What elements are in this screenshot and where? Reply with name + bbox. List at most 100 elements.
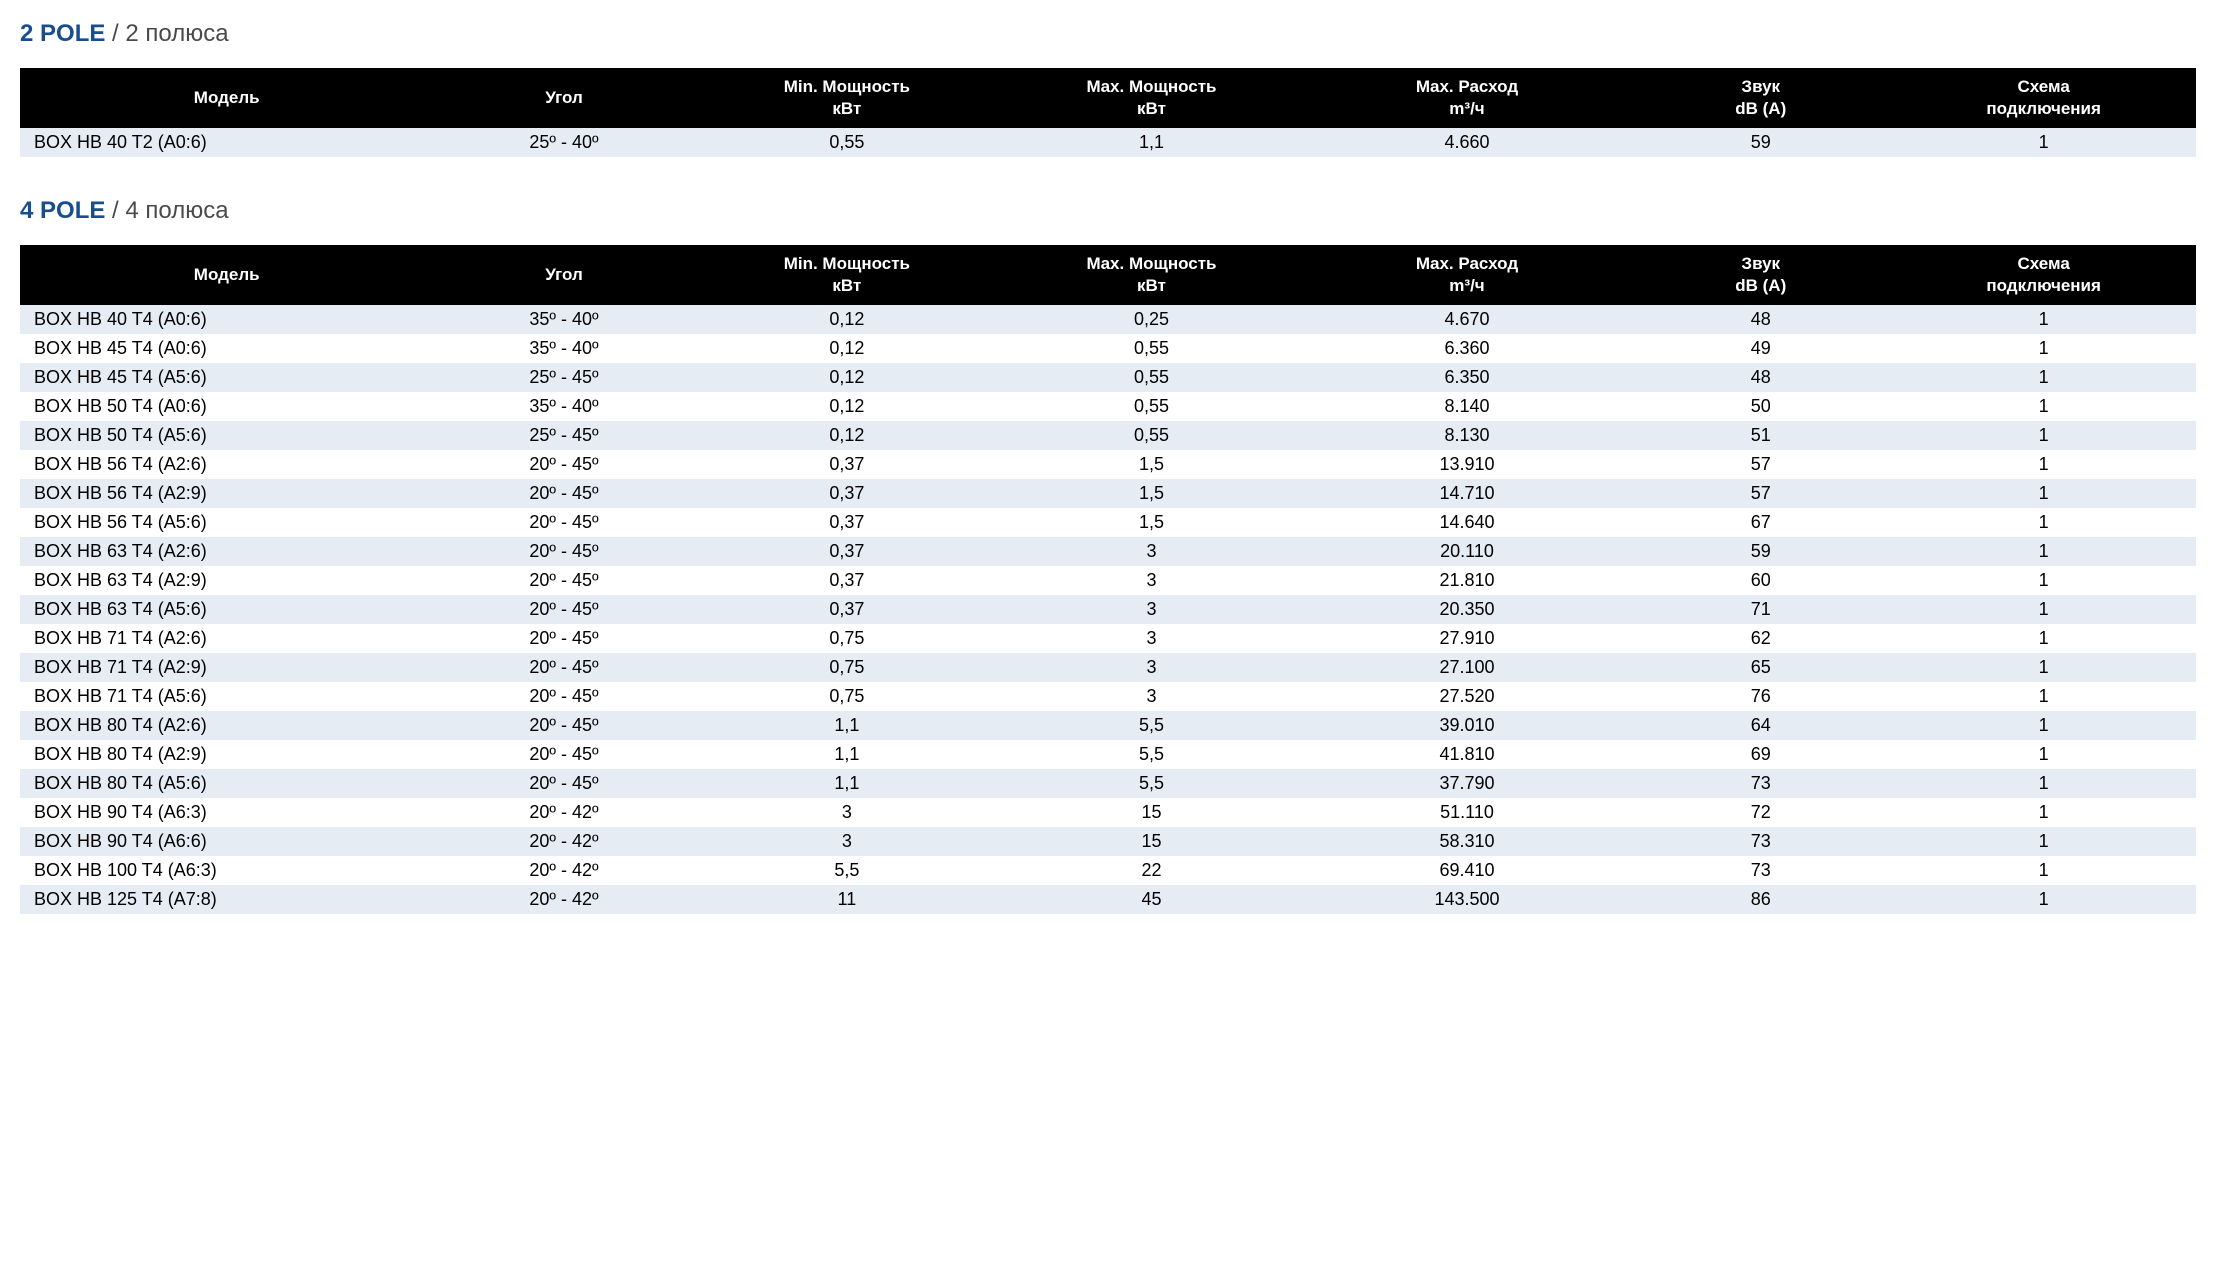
col-header-line2: кВт: [1005, 275, 1298, 297]
cell-scheme: 1: [1891, 769, 2196, 798]
cell-model: BOX HB 80 T4 (A2:6): [20, 711, 433, 740]
cell-model: BOX HB 45 T4 (A5:6): [20, 363, 433, 392]
table-row: BOX HB 71 T4 (A2:9)20º - 45º0,75327.1006…: [20, 653, 2196, 682]
col-header-maxp: Max. МощностькВт: [999, 245, 1304, 305]
cell-minp: 1,1: [695, 740, 1000, 769]
cell-sound: 59: [1630, 128, 1891, 157]
cell-flow: 20.110: [1304, 537, 1630, 566]
cell-scheme: 1: [1891, 856, 2196, 885]
cell-angle: 35º - 40º: [433, 305, 694, 334]
cell-model: BOX HB 80 T4 (A2:9): [20, 740, 433, 769]
cell-angle: 20º - 45º: [433, 566, 694, 595]
col-header-line2: m³/ч: [1310, 98, 1624, 120]
cell-maxp: 3: [999, 566, 1304, 595]
table-row: BOX HB 50 T4 (A0:6)35º - 40º0,120,558.14…: [20, 392, 2196, 421]
cell-minp: 0,75: [695, 682, 1000, 711]
cell-model: BOX HB 45 T4 (A0:6): [20, 334, 433, 363]
cell-minp: 0,12: [695, 392, 1000, 421]
col-header-line2: кВт: [1005, 98, 1298, 120]
cell-flow: 51.110: [1304, 798, 1630, 827]
data-table: МодельУголMin. МощностькВтMax. Мощностьк…: [20, 245, 2196, 914]
col-header-line1: Max. Расход: [1310, 253, 1624, 275]
col-header-angle: Угол: [433, 68, 694, 128]
cell-flow: 6.360: [1304, 334, 1630, 363]
cell-minp: 0,12: [695, 305, 1000, 334]
cell-scheme: 1: [1891, 827, 2196, 856]
cell-sound: 67: [1630, 508, 1891, 537]
table-row: BOX HB 80 T4 (A5:6)20º - 45º1,15,537.790…: [20, 769, 2196, 798]
cell-flow: 20.350: [1304, 595, 1630, 624]
table-row: BOX HB 100 T4 (A6:3)20º - 42º5,52269.410…: [20, 856, 2196, 885]
col-header-minp: Min. МощностькВт: [695, 68, 1000, 128]
table-row: BOX HB 90 T4 (A6:3)20º - 42º31551.110721: [20, 798, 2196, 827]
cell-minp: 0,37: [695, 537, 1000, 566]
cell-flow: 27.910: [1304, 624, 1630, 653]
cell-minp: 0,12: [695, 363, 1000, 392]
cell-angle: 20º - 45º: [433, 537, 694, 566]
cell-maxp: 5,5: [999, 769, 1304, 798]
cell-scheme: 1: [1891, 624, 2196, 653]
cell-model: BOX HB 50 T4 (A5:6): [20, 421, 433, 450]
cell-sound: 49: [1630, 334, 1891, 363]
cell-scheme: 1: [1891, 537, 2196, 566]
table-row: BOX HB 45 T4 (A0:6)35º - 40º0,120,556.36…: [20, 334, 2196, 363]
cell-sound: 65: [1630, 653, 1891, 682]
table-row: BOX HB 80 T4 (A2:9)20º - 45º1,15,541.810…: [20, 740, 2196, 769]
cell-maxp: 1,1: [999, 128, 1304, 157]
cell-maxp: 3: [999, 537, 1304, 566]
cell-maxp: 0,25: [999, 305, 1304, 334]
cell-scheme: 1: [1891, 479, 2196, 508]
cell-model: BOX HB 71 T4 (A2:6): [20, 624, 433, 653]
cell-model: BOX HB 63 T4 (A2:6): [20, 537, 433, 566]
col-header-line2: m³/ч: [1310, 275, 1624, 297]
cell-flow: 6.350: [1304, 363, 1630, 392]
cell-model: BOX HB 80 T4 (A5:6): [20, 769, 433, 798]
col-header-line1: Min. Мощность: [701, 76, 994, 98]
cell-model: BOX HB 56 T4 (A2:6): [20, 450, 433, 479]
cell-minp: 0,12: [695, 421, 1000, 450]
cell-flow: 14.640: [1304, 508, 1630, 537]
cell-flow: 27.100: [1304, 653, 1630, 682]
cell-scheme: 1: [1891, 363, 2196, 392]
table-row: BOX HB 90 T4 (A6:6)20º - 42º31558.310731: [20, 827, 2196, 856]
cell-sound: 59: [1630, 537, 1891, 566]
cell-angle: 20º - 45º: [433, 450, 694, 479]
cell-maxp: 1,5: [999, 479, 1304, 508]
col-header-maxp: Max. МощностькВт: [999, 68, 1304, 128]
col-header-line1: Max. Мощность: [1005, 76, 1298, 98]
cell-maxp: 3: [999, 595, 1304, 624]
cell-minp: 0,37: [695, 595, 1000, 624]
cell-minp: 1,1: [695, 711, 1000, 740]
cell-angle: 20º - 45º: [433, 653, 694, 682]
cell-model: BOX HB 90 T4 (A6:3): [20, 798, 433, 827]
col-header-line2: dB (A): [1636, 98, 1885, 120]
cell-minp: 0,37: [695, 450, 1000, 479]
table-row: BOX HB 71 T4 (A5:6)20º - 45º0,75327.5207…: [20, 682, 2196, 711]
cell-flow: 69.410: [1304, 856, 1630, 885]
cell-angle: 25º - 45º: [433, 363, 694, 392]
cell-scheme: 1: [1891, 566, 2196, 595]
header-row: МодельУголMin. МощностькВтMax. Мощностьк…: [20, 245, 2196, 305]
cell-angle: 20º - 45º: [433, 711, 694, 740]
cell-sound: 86: [1630, 885, 1891, 914]
col-header-line1: Min. Мощность: [701, 253, 994, 275]
cell-sound: 57: [1630, 450, 1891, 479]
section-title: 2 POLE / 2 полюса: [20, 20, 2196, 48]
cell-flow: 14.710: [1304, 479, 1630, 508]
cell-minp: 1,1: [695, 769, 1000, 798]
cell-angle: 25º - 40º: [433, 128, 694, 157]
col-header-line1: Max. Расход: [1310, 76, 1624, 98]
table-row: BOX HB 63 T4 (A2:9)20º - 45º0,37321.8106…: [20, 566, 2196, 595]
cell-flow: 39.010: [1304, 711, 1630, 740]
cell-sound: 57: [1630, 479, 1891, 508]
cell-angle: 20º - 45º: [433, 508, 694, 537]
section: 4 POLE / 4 полюсаМодельУголMin. Мощность…: [20, 197, 2196, 914]
data-table: МодельУголMin. МощностькВтMax. Мощностьк…: [20, 68, 2196, 157]
cell-minp: 5,5: [695, 856, 1000, 885]
col-header-line1: Звук: [1636, 76, 1885, 98]
col-header-line2: кВт: [701, 98, 994, 120]
cell-angle: 25º - 45º: [433, 421, 694, 450]
table-row: BOX HB 40 T4 (A0:6)35º - 40º0,120,254.67…: [20, 305, 2196, 334]
cell-flow: 41.810: [1304, 740, 1630, 769]
cell-sound: 51: [1630, 421, 1891, 450]
